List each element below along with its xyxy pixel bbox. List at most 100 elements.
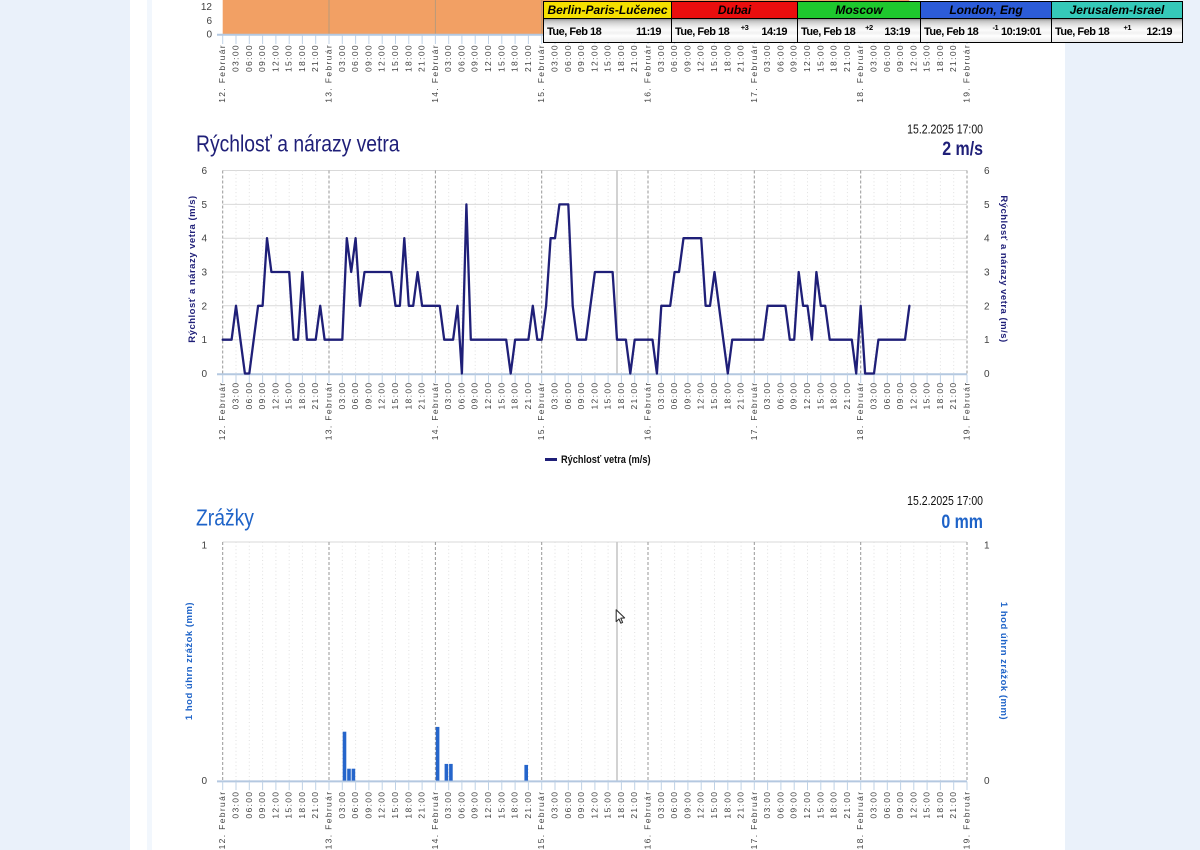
svg-text:12. Február: 12. Február — [217, 791, 227, 850]
svg-text:0: 0 — [201, 776, 207, 787]
svg-text:06:00: 06:00 — [456, 44, 466, 72]
svg-text:09:00: 09:00 — [257, 44, 267, 72]
svg-text:Zrážky: Zrážky — [196, 506, 254, 531]
svg-text:18:00: 18:00 — [722, 791, 732, 819]
svg-text:4: 4 — [984, 234, 990, 245]
svg-text:6: 6 — [201, 166, 207, 177]
svg-text:21:00: 21:00 — [842, 791, 852, 819]
svg-text:09:00: 09:00 — [470, 791, 480, 819]
svg-text:2 m/s: 2 m/s — [942, 138, 983, 160]
svg-text:15:00: 15:00 — [815, 382, 825, 410]
svg-text:12:00: 12:00 — [802, 382, 812, 410]
svg-text:09:00: 09:00 — [576, 382, 586, 410]
svg-text:12:00: 12:00 — [908, 791, 918, 819]
svg-text:03:00: 03:00 — [656, 382, 666, 410]
svg-text:14. Február: 14. Február — [430, 44, 440, 103]
svg-text:12:00: 12:00 — [270, 791, 280, 819]
svg-text:Rýchlosť a nárazy vetra (m/s): Rýchlosť a nárazy vetra (m/s) — [998, 195, 1009, 342]
svg-text:09:00: 09:00 — [363, 382, 373, 410]
svg-text:12:00: 12:00 — [377, 791, 387, 819]
svg-text:18:00: 18:00 — [403, 791, 413, 819]
svg-text:Rýchlosť vetra (m/s): Rýchlosť vetra (m/s) — [561, 454, 651, 466]
svg-text:09:00: 09:00 — [576, 44, 586, 72]
svg-text:6: 6 — [984, 166, 990, 177]
svg-text:3: 3 — [984, 268, 990, 279]
svg-text:09:00: 09:00 — [257, 791, 267, 819]
svg-text:06:00: 06:00 — [775, 791, 785, 819]
svg-text:15:00: 15:00 — [603, 382, 613, 410]
svg-text:15.2.2025 17:00: 15.2.2025 17:00 — [907, 495, 983, 508]
svg-text:12: 12 — [201, 2, 213, 13]
svg-text:1: 1 — [984, 335, 990, 346]
svg-text:03:00: 03:00 — [443, 44, 453, 72]
svg-text:03:00: 03:00 — [231, 382, 241, 410]
svg-text:03:00: 03:00 — [337, 791, 347, 819]
svg-text:12:00: 12:00 — [802, 791, 812, 819]
svg-text:15:00: 15:00 — [922, 382, 932, 410]
svg-text:12:00: 12:00 — [908, 44, 918, 72]
svg-text:15:00: 15:00 — [390, 44, 400, 72]
svg-text:03:00: 03:00 — [869, 382, 879, 410]
svg-text:4: 4 — [201, 234, 207, 245]
svg-text:18:00: 18:00 — [616, 44, 626, 72]
svg-text:09:00: 09:00 — [470, 382, 480, 410]
svg-text:5: 5 — [201, 200, 207, 211]
svg-text:15:00: 15:00 — [284, 44, 294, 72]
svg-text:21:00: 21:00 — [417, 791, 427, 819]
svg-text:03:00: 03:00 — [656, 791, 666, 819]
svg-text:12:00: 12:00 — [589, 382, 599, 410]
svg-text:18:00: 18:00 — [935, 382, 945, 410]
svg-text:03:00: 03:00 — [337, 382, 347, 410]
svg-text:12:00: 12:00 — [696, 382, 706, 410]
svg-text:06:00: 06:00 — [882, 382, 892, 410]
svg-text:06:00: 06:00 — [244, 791, 254, 819]
svg-text:03:00: 03:00 — [231, 791, 241, 819]
svg-text:3: 3 — [201, 268, 207, 279]
svg-text:18. Február: 18. Február — [855, 791, 865, 850]
svg-text:06:00: 06:00 — [350, 44, 360, 72]
svg-text:15.2.2025 17:00: 15.2.2025 17:00 — [907, 124, 983, 137]
svg-text:03:00: 03:00 — [869, 791, 879, 819]
svg-text:12. Február: 12. Február — [217, 382, 227, 441]
svg-text:15:00: 15:00 — [496, 791, 506, 819]
svg-text:1: 1 — [984, 541, 990, 552]
svg-text:21:00: 21:00 — [736, 44, 746, 72]
svg-text:09:00: 09:00 — [470, 44, 480, 72]
svg-text:15:00: 15:00 — [922, 791, 932, 819]
svg-text:06:00: 06:00 — [669, 382, 679, 410]
svg-text:09:00: 09:00 — [789, 44, 799, 72]
svg-text:18:00: 18:00 — [829, 382, 839, 410]
svg-text:21:00: 21:00 — [417, 44, 427, 72]
svg-text:15. Február: 15. Február — [536, 791, 546, 850]
svg-text:09:00: 09:00 — [257, 382, 267, 410]
svg-text:18:00: 18:00 — [403, 44, 413, 72]
svg-text:09:00: 09:00 — [363, 44, 373, 72]
svg-text:06:00: 06:00 — [456, 382, 466, 410]
svg-text:06:00: 06:00 — [456, 791, 466, 819]
svg-text:15:00: 15:00 — [284, 791, 294, 819]
svg-text:09:00: 09:00 — [789, 791, 799, 819]
svg-text:21:00: 21:00 — [310, 382, 320, 410]
svg-text:19. Február: 19. Február — [962, 44, 972, 103]
svg-text:06:00: 06:00 — [350, 382, 360, 410]
svg-text:21:00: 21:00 — [629, 382, 639, 410]
svg-text:21:00: 21:00 — [629, 44, 639, 72]
svg-text:18:00: 18:00 — [297, 791, 307, 819]
svg-text:06:00: 06:00 — [882, 44, 892, 72]
svg-text:18:00: 18:00 — [510, 44, 520, 72]
svg-text:16. Február: 16. Február — [643, 791, 653, 850]
svg-text:18:00: 18:00 — [722, 382, 732, 410]
svg-text:12:00: 12:00 — [589, 44, 599, 72]
svg-text:15:00: 15:00 — [390, 382, 400, 410]
svg-text:15:00: 15:00 — [815, 44, 825, 72]
svg-text:12:00: 12:00 — [696, 44, 706, 72]
svg-text:21:00: 21:00 — [948, 44, 958, 72]
svg-text:03:00: 03:00 — [231, 44, 241, 72]
svg-text:21:00: 21:00 — [736, 791, 746, 819]
svg-text:09:00: 09:00 — [576, 791, 586, 819]
svg-text:09:00: 09:00 — [682, 791, 692, 819]
svg-text:21:00: 21:00 — [948, 382, 958, 410]
svg-text:18:00: 18:00 — [829, 44, 839, 72]
svg-text:21:00: 21:00 — [310, 44, 320, 72]
svg-text:15:00: 15:00 — [815, 791, 825, 819]
